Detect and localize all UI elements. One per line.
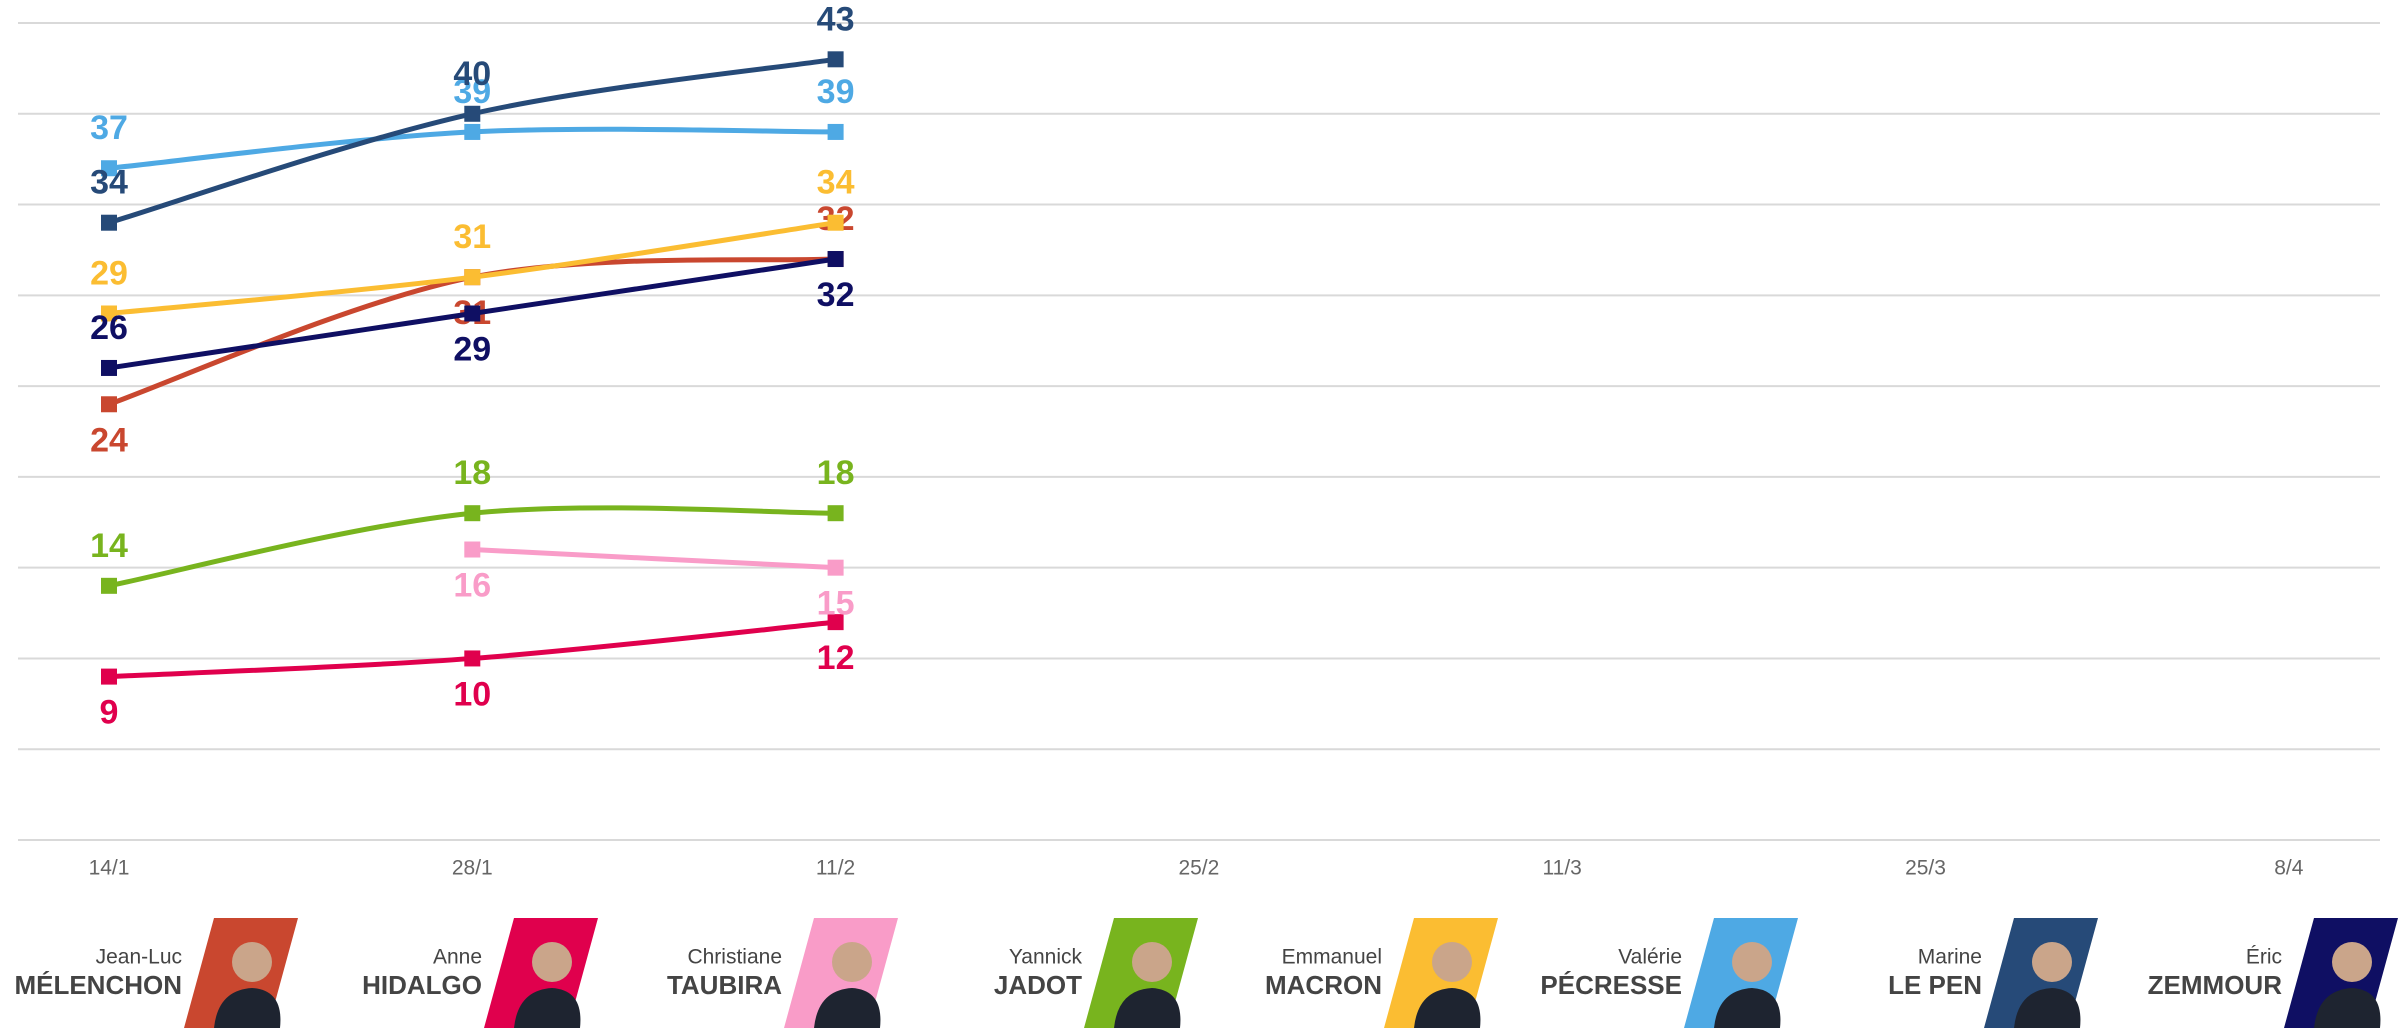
- point-marker: [828, 505, 844, 521]
- point-marker: [101, 215, 117, 231]
- data-label: 31: [453, 218, 491, 256]
- x-tick-label: 11/3: [1543, 857, 1582, 880]
- data-label: 34: [817, 164, 855, 202]
- point-marker: [828, 251, 844, 267]
- point-marker: [464, 106, 480, 122]
- data-label: 43: [817, 0, 855, 38]
- data-label: 29: [90, 254, 128, 292]
- data-label: 16: [453, 566, 491, 604]
- data-label: 9: [100, 694, 119, 732]
- data-label: 12: [817, 639, 855, 677]
- series-line: [472, 550, 835, 568]
- legend-name: MACRON: [1265, 970, 1382, 1000]
- point-marker: [464, 305, 480, 321]
- point-marker: [101, 578, 117, 594]
- legend-first-name: Yannick: [1009, 946, 1083, 969]
- data-label: 40: [453, 55, 491, 93]
- legend-first-name: Anne: [433, 946, 482, 969]
- point-marker: [828, 51, 844, 67]
- portrait-head: [232, 942, 272, 982]
- data-label: 18: [453, 454, 491, 492]
- x-tick-label: 25/3: [1905, 857, 1946, 880]
- data-label: 18: [817, 454, 855, 492]
- portrait-head: [532, 942, 572, 982]
- point-marker: [464, 505, 480, 521]
- point-marker: [464, 650, 480, 666]
- portrait-head: [1732, 942, 1772, 982]
- point-marker: [464, 124, 480, 140]
- point-marker: [828, 560, 844, 576]
- data-label: 39: [817, 73, 855, 111]
- point-marker: [101, 669, 117, 685]
- series-line: [109, 622, 836, 676]
- x-tick-label: 11/2: [816, 857, 855, 880]
- legend-first-name: Valérie: [1618, 946, 1682, 969]
- point-marker: [828, 215, 844, 231]
- legend-first-name: Éric: [2246, 946, 2282, 969]
- x-tick-label: 8/4: [2274, 857, 2304, 880]
- point-marker: [464, 542, 480, 558]
- data-label: 34: [90, 164, 128, 202]
- legend-name: TAUBIRA: [667, 970, 782, 1000]
- x-tick-label: 25/2: [1178, 857, 1219, 880]
- legend-name: MÉLENCHON: [14, 970, 182, 1000]
- x-tick-label: 28/1: [452, 857, 493, 880]
- point-marker: [828, 124, 844, 140]
- point-marker: [101, 396, 117, 412]
- legend-name: LE PEN: [1888, 970, 1982, 1000]
- data-label: 15: [817, 585, 855, 623]
- data-label: 14: [90, 527, 128, 565]
- legend-name: HIDALGO: [362, 970, 482, 1000]
- legend-first-name: Marine: [1918, 946, 1982, 969]
- legend-first-name: Christiane: [687, 946, 782, 969]
- portrait-head: [832, 942, 872, 982]
- data-label: 37: [90, 109, 128, 147]
- legend-name: PÉCRESSE: [1540, 970, 1682, 1000]
- data-label: 32: [817, 276, 855, 314]
- chart: 14/1 28/1 11/2 25/2 11/3 25/3 8/4 24 31 32 9 10 12 16…: [0, 0, 2399, 1031]
- data-label: 24: [90, 421, 128, 459]
- legend-first-name: Jean-Luc: [96, 946, 182, 969]
- portrait-head: [2332, 942, 2372, 982]
- portrait-head: [1132, 942, 1172, 982]
- portrait-head: [2032, 942, 2072, 982]
- data-label: 26: [90, 309, 128, 347]
- portrait-head: [1432, 942, 1472, 982]
- legend-name: JADOT: [994, 970, 1082, 1000]
- legend-name: ZEMMOUR: [2148, 970, 2283, 1000]
- x-tick-label: 14/1: [89, 857, 130, 880]
- point-marker: [464, 269, 480, 285]
- point-marker: [101, 360, 117, 376]
- legend-first-name: Emmanuel: [1282, 946, 1382, 969]
- data-label: 10: [453, 675, 491, 713]
- data-label: 29: [453, 330, 491, 368]
